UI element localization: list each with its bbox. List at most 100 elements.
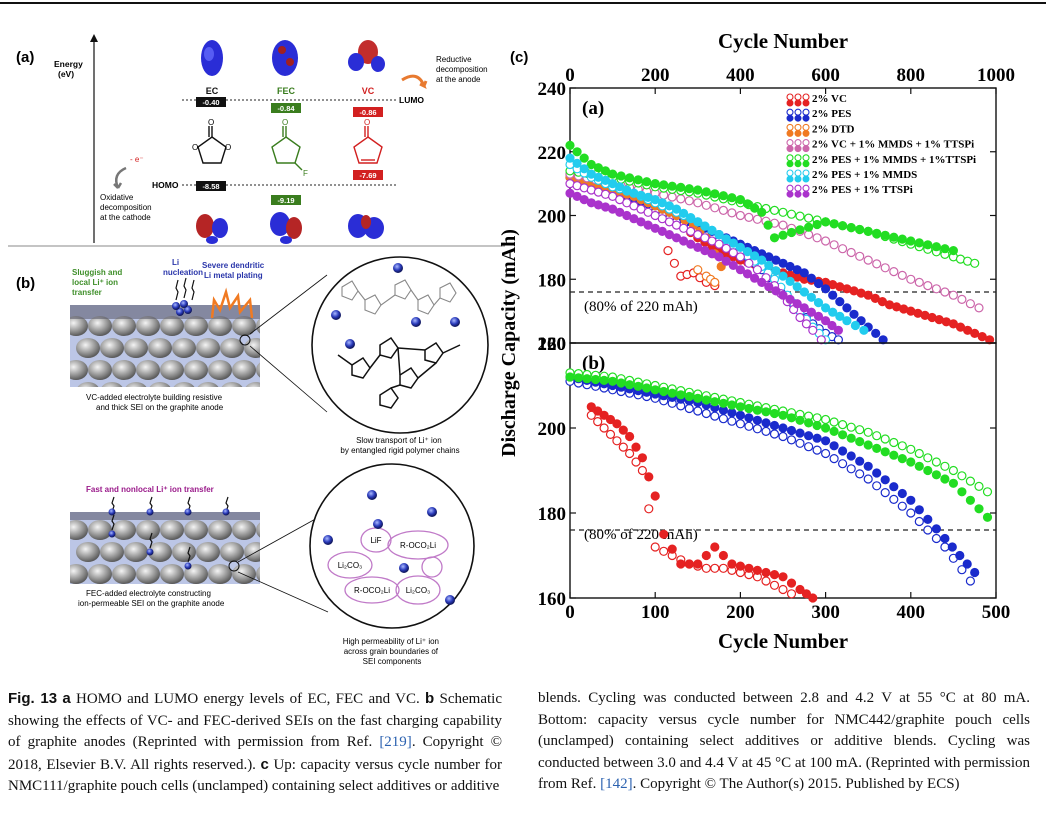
data-point xyxy=(863,226,873,236)
legend-item: 2% PES xyxy=(786,108,851,122)
legend-marker-icon xyxy=(802,139,810,147)
graphite-particle xyxy=(256,362,260,378)
data-point xyxy=(931,284,942,294)
legend-item: 2% DTD xyxy=(786,123,855,137)
data-point xyxy=(778,431,788,442)
data-point xyxy=(965,476,976,486)
x-tick-label: 0 xyxy=(565,602,575,623)
data-point xyxy=(957,487,967,497)
data-point xyxy=(676,390,686,400)
data-point xyxy=(965,299,976,309)
legend-marker-icon xyxy=(802,190,810,198)
data-point xyxy=(642,177,652,187)
data-point xyxy=(859,325,869,335)
series-2-pes-1-mmds xyxy=(565,153,869,335)
sei-rocoli-label: R-OCO₂Li xyxy=(354,586,390,595)
data-point xyxy=(795,428,805,438)
data-point xyxy=(786,578,797,588)
ec-name: EC xyxy=(206,86,219,96)
legend-marker-icon xyxy=(786,160,794,168)
data-point xyxy=(812,433,822,443)
graphite-particle xyxy=(208,360,232,380)
legend-item: 2% VC xyxy=(786,93,847,107)
sei-li2co3-label: Li₂CO₃ xyxy=(338,561,363,570)
legend-marker-icon xyxy=(794,139,802,147)
data-point xyxy=(965,576,976,586)
data-point xyxy=(669,258,680,268)
graphite-particle xyxy=(160,520,184,540)
data-point xyxy=(752,405,763,415)
data-point xyxy=(786,227,797,238)
data-point xyxy=(676,559,686,569)
graphite-particle xyxy=(149,382,171,387)
data-point xyxy=(813,311,824,321)
data-point xyxy=(728,248,738,258)
caption-key-c: c xyxy=(260,755,269,773)
graphite-particle xyxy=(77,382,99,387)
legend-marker-icon xyxy=(802,160,810,168)
data-point xyxy=(828,307,838,317)
graphite-particle xyxy=(124,542,148,562)
reference-link[interactable]: [142] xyxy=(600,776,633,793)
legend-marker-icon xyxy=(786,169,794,177)
data-point xyxy=(974,481,984,491)
data-point xyxy=(786,435,797,445)
data-point xyxy=(931,242,942,252)
data-point xyxy=(710,189,720,199)
data-point xyxy=(806,307,817,317)
graphite-particle xyxy=(268,542,292,562)
reduction-arrow-icon xyxy=(401,74,428,90)
data-point xyxy=(721,256,731,266)
graphite-particle xyxy=(173,382,195,387)
panel-b-label: (b) xyxy=(16,275,35,292)
data-point xyxy=(871,328,881,338)
fec-homo-box xyxy=(271,195,301,205)
graphite-particle xyxy=(88,520,112,540)
data-point xyxy=(612,419,622,429)
legend-marker-icon xyxy=(802,145,810,153)
data-point xyxy=(701,408,711,419)
reference-link[interactable]: [219] xyxy=(379,734,412,751)
data-point xyxy=(812,445,822,455)
data-point xyxy=(829,240,839,250)
vc-zoom-caption: Slow transport of Li⁺ ion by entangled r… xyxy=(340,436,459,455)
legend-label: 2% PES + 1% TTSPi xyxy=(812,184,913,196)
data-point xyxy=(855,469,865,479)
data-point xyxy=(855,224,865,235)
data-point xyxy=(618,442,628,452)
panel-c: (c) Discharge Capacity (mAh) 0 200 400 600 8… xyxy=(498,29,1015,653)
vc-anode-caption: VC-added electrolyte building resistive … xyxy=(86,393,224,412)
data-point xyxy=(718,550,729,561)
data-point xyxy=(599,410,609,420)
graphite-particle xyxy=(76,338,100,358)
data-point xyxy=(735,410,746,420)
data-point xyxy=(801,319,812,329)
data-point xyxy=(752,415,763,425)
data-point xyxy=(957,471,967,481)
legend-label: 2% VC xyxy=(812,93,847,105)
data-point xyxy=(663,246,673,256)
data-point xyxy=(803,418,814,428)
legend-marker-icon xyxy=(786,108,794,116)
data-point xyxy=(837,244,848,254)
vc-name: VC xyxy=(362,86,375,96)
data-point xyxy=(710,563,720,573)
data-point xyxy=(744,403,754,414)
x-tick-label: 600 xyxy=(811,65,840,86)
data-point xyxy=(820,316,831,326)
data-point xyxy=(718,191,729,201)
data-point xyxy=(671,204,682,214)
data-point xyxy=(863,440,873,450)
graphite-particle xyxy=(256,566,260,582)
data-point xyxy=(721,243,731,253)
data-point xyxy=(923,465,933,476)
caption-part-c-left: Up: capacity versus cycle number for NMC… xyxy=(8,756,503,795)
y-tick-label: 160 xyxy=(538,334,567,355)
data-point xyxy=(970,567,980,578)
data-point xyxy=(897,501,907,511)
data-point xyxy=(923,514,933,525)
legend-marker-icon xyxy=(802,184,810,192)
data-point xyxy=(837,430,848,440)
graphite-particle xyxy=(70,316,88,336)
data-point xyxy=(686,213,696,223)
